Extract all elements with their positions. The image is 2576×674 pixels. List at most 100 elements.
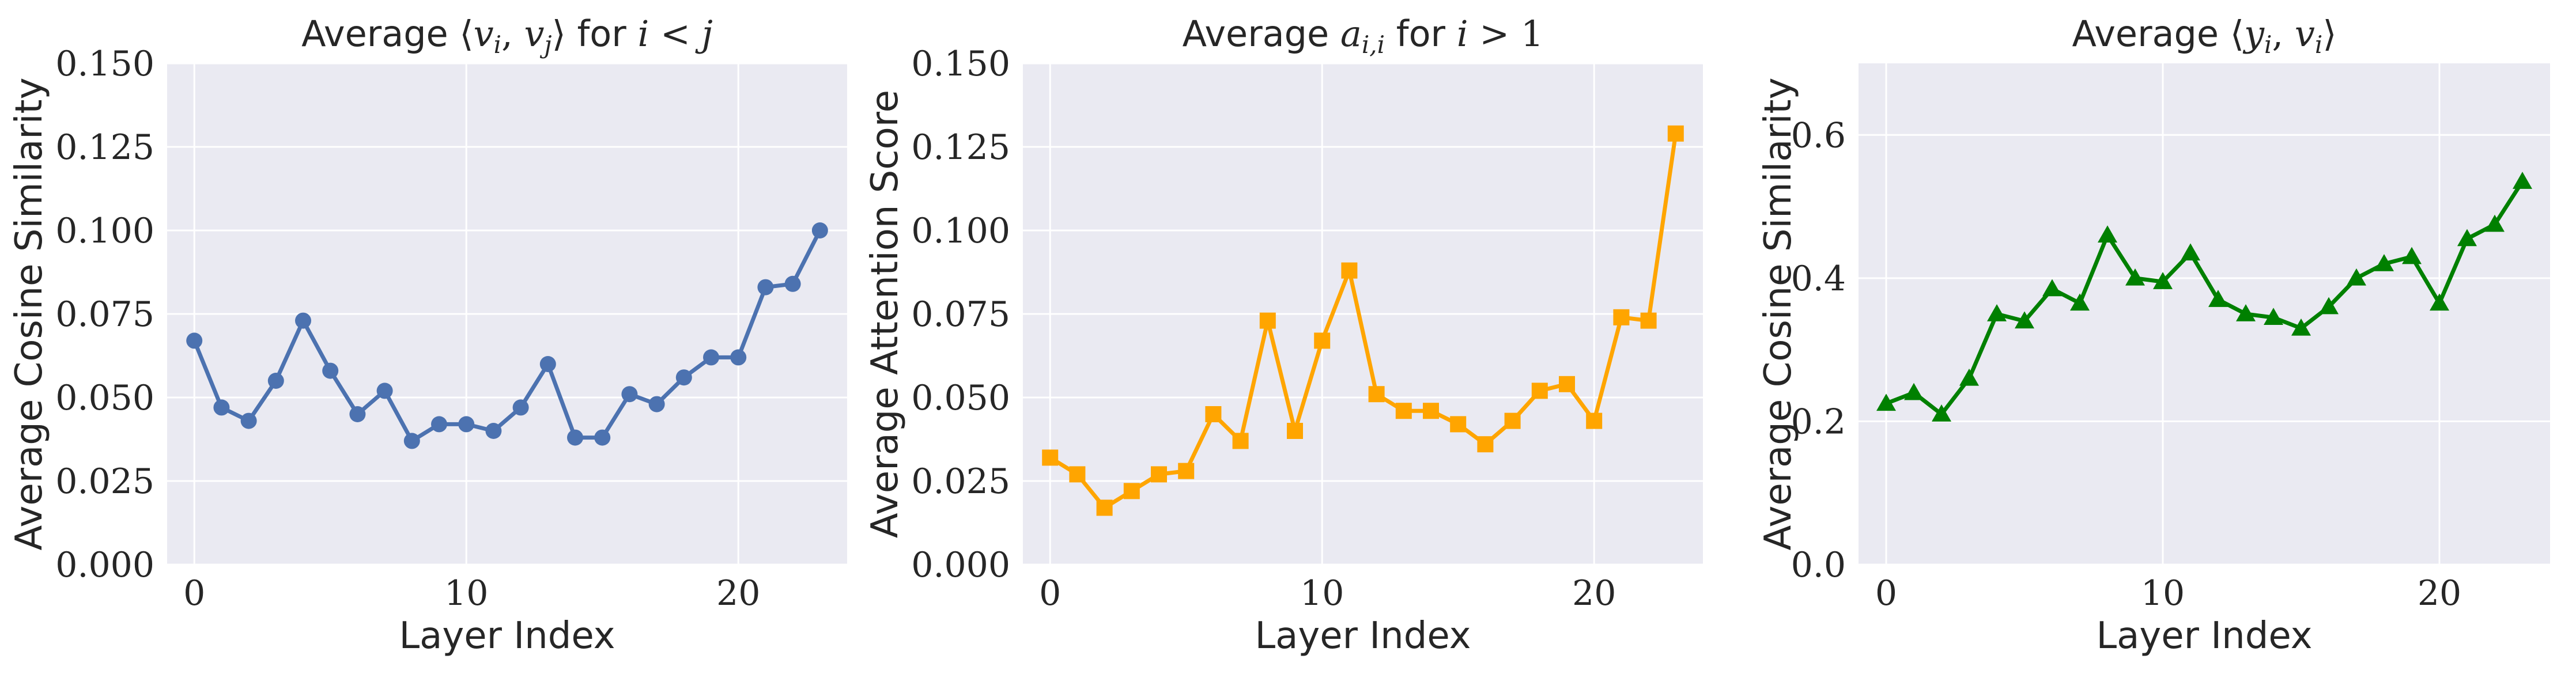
data-point xyxy=(1504,412,1521,429)
data-point xyxy=(1613,309,1630,325)
y-tick-labels: 0.000 0.025 0.050 0.075 0.100 0.125 0.150 xyxy=(55,44,154,585)
data-point xyxy=(2181,243,2200,261)
y-tick-label: 0.4 xyxy=(1791,259,1846,299)
y-tick-label: 0.050 xyxy=(55,378,154,418)
data-point xyxy=(1341,262,1358,279)
y-tick-label: 0.125 xyxy=(55,127,154,168)
chart-title: Average ai,i for i > 1 xyxy=(1183,13,1544,59)
y-tick-label: 0.6 xyxy=(1791,115,1846,156)
series-polyline xyxy=(1885,180,2524,416)
data-point xyxy=(2125,268,2145,286)
y-tick-label: 0.075 xyxy=(911,294,1010,335)
data-point xyxy=(1904,383,1924,400)
x-axis-label: Layer Index xyxy=(399,615,615,657)
data-point xyxy=(2098,225,2117,243)
data-point xyxy=(1531,383,1548,399)
x-tick-label: 10 xyxy=(2141,573,2185,614)
y-tick-label: 0.150 xyxy=(55,44,154,84)
data-point xyxy=(2236,304,2256,321)
panel-3: Average ⟨yi, vi⟩ Average Cosine Similari… xyxy=(1757,13,2550,657)
data-point xyxy=(2208,290,2228,307)
data-point xyxy=(811,222,828,238)
y-tick-label: 0.2 xyxy=(1791,402,1846,442)
series-markers xyxy=(1876,172,2532,422)
data-point xyxy=(1640,312,1657,329)
series-markers xyxy=(1042,125,1684,516)
data-point xyxy=(2042,279,2062,297)
data-point xyxy=(1959,368,1979,386)
data-point xyxy=(757,279,774,296)
data-point xyxy=(2319,297,2339,315)
y-tick-label: 0.025 xyxy=(911,461,1010,502)
chart-title: Average ⟨yi, vi⟩ xyxy=(2072,13,2336,59)
data-point xyxy=(2347,268,2366,286)
data-point xyxy=(431,416,447,433)
data-point xyxy=(1368,386,1385,403)
data-point xyxy=(1987,304,2007,321)
data-point xyxy=(1287,423,1303,439)
data-point xyxy=(675,369,692,386)
x-tick-labels: 0 10 20 xyxy=(1039,573,1616,614)
panel-2: Average ai,i for i > 1 Average Attention… xyxy=(864,13,1703,657)
plot-area xyxy=(1859,63,2550,565)
data-point xyxy=(2457,229,2477,247)
data-point xyxy=(485,423,502,439)
data-point xyxy=(322,362,339,379)
data-point xyxy=(403,433,420,449)
data-point xyxy=(1232,433,1249,449)
data-point xyxy=(1205,406,1222,422)
x-tick-label: 10 xyxy=(1300,573,1344,614)
x-tick-label: 10 xyxy=(444,573,488,614)
data-point xyxy=(1932,404,1951,422)
x-tick-labels: 0 10 20 xyxy=(1875,573,2461,614)
data-point xyxy=(730,349,747,366)
data-point xyxy=(1096,499,1113,516)
series-line xyxy=(1885,180,2524,416)
data-point xyxy=(458,416,475,433)
y-tick-label: 0.000 xyxy=(911,545,1010,585)
x-tick-label: 20 xyxy=(2418,573,2461,614)
data-point xyxy=(349,406,366,422)
data-point xyxy=(594,429,611,446)
y-axis-label: Average Cosine Similarity xyxy=(1757,78,1800,551)
x-axis-label: Layer Index xyxy=(2097,615,2313,657)
data-point xyxy=(1876,393,1896,411)
y-axis-label: Average Attention Score xyxy=(864,90,906,538)
data-point xyxy=(240,412,257,429)
data-point xyxy=(1423,403,1439,419)
data-point xyxy=(376,383,393,399)
grid xyxy=(1023,62,1703,566)
y-tick-label: 0.100 xyxy=(911,211,1010,251)
data-point xyxy=(703,349,719,366)
y-tick-label: 0.075 xyxy=(55,294,154,335)
series-markers xyxy=(186,222,828,449)
x-tick-labels: 0 10 20 xyxy=(183,573,760,614)
x-axis-label: Layer Index xyxy=(1255,615,1471,657)
data-point xyxy=(1259,312,1276,329)
data-point xyxy=(1450,416,1467,433)
data-point xyxy=(2153,272,2173,289)
chart-title: Average ⟨vi, vj⟩ for i < j xyxy=(301,13,713,59)
y-tick-label: 0.000 xyxy=(55,545,154,585)
data-point xyxy=(2485,214,2505,232)
y-tick-labels: 0.0 0.2 0.4 0.6 xyxy=(1791,115,1846,585)
x-tick-label: 20 xyxy=(1572,573,1616,614)
data-point xyxy=(512,399,529,416)
data-point xyxy=(2402,247,2422,264)
data-point xyxy=(539,356,556,372)
data-point xyxy=(1477,436,1494,453)
y-tick-label: 0.025 xyxy=(55,461,154,502)
data-point xyxy=(1586,412,1603,429)
x-tick-label: 20 xyxy=(716,573,760,614)
data-point xyxy=(2264,308,2283,325)
data-point xyxy=(1395,403,1412,419)
data-point xyxy=(1069,466,1086,483)
x-tick-label: 0 xyxy=(1039,573,1061,614)
y-tick-labels: 0.000 0.025 0.050 0.075 0.100 0.125 0.150 xyxy=(911,44,1010,585)
x-tick-label: 0 xyxy=(183,573,205,614)
x-tick-label: 0 xyxy=(1875,573,1897,614)
grid xyxy=(167,62,847,566)
data-point xyxy=(1314,332,1331,349)
data-point xyxy=(2291,318,2311,336)
